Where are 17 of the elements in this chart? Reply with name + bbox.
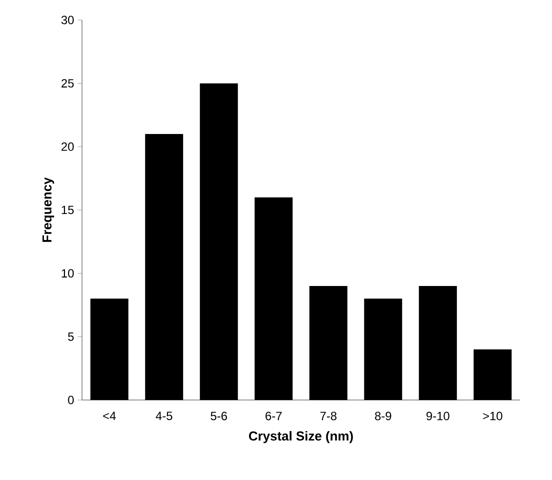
- x-tick-label: 4-5: [156, 412, 172, 420]
- y-tick-label: 15: [62, 206, 74, 214]
- y-tick-label: 0: [68, 396, 74, 404]
- y-tick-label: 30: [61, 16, 74, 24]
- x-tick-label: 7-8: [320, 412, 336, 420]
- y-tick-label: 5: [68, 332, 74, 341]
- x-tick-label: 6-7: [266, 412, 282, 420]
- x-axis-title: Crystal Size (nm): [248, 431, 353, 444]
- x-tick-label: 5-6: [210, 412, 227, 420]
- x-tick-label: 9-10: [426, 412, 450, 420]
- x-tick-label: <4: [103, 412, 116, 420]
- y-axis-title: Frequency: [42, 177, 54, 242]
- y-tick-label: 10: [62, 269, 74, 278]
- y-tick-label: 20: [62, 142, 74, 151]
- y-tick-label: 25: [62, 79, 74, 88]
- x-tick-label: >10: [483, 412, 502, 420]
- x-tick-label: 8-9: [375, 412, 392, 420]
